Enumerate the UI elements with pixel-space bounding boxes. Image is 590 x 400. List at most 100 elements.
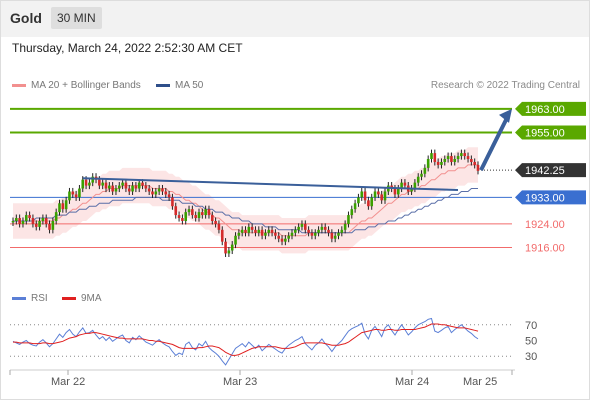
level-label-1916.00: 1916.00 [525,243,565,255]
rsi-line [12,317,479,366]
candle-body [290,232,294,236]
level-label-1955.00: 1955.00 [525,127,565,139]
candle-body [333,235,337,239]
candle-body [353,203,357,210]
candle-body [423,167,427,174]
level-label-1924.00: 1924.00 [525,219,565,231]
candle-body [81,179,85,189]
candle-body [111,185,114,192]
candle-body [473,161,476,165]
candle-body [426,159,430,168]
level-label-1933.00: 1933.00 [525,192,565,204]
candle-body [443,159,447,162]
candle-body [161,188,164,192]
x-tick-label: Mar 22 [51,376,86,388]
candle-body [137,182,141,189]
rsi-tick-label: 50 [525,336,537,348]
candle-body [227,250,231,254]
candle-body [297,226,300,230]
candle-body [267,229,271,233]
bollinger-band [13,147,478,254]
timeframe-button[interactable]: 30 MIN [51,7,102,29]
candle-body [98,179,101,186]
candle-body [48,223,51,230]
legend-ma50: MA 50 [156,80,203,91]
legend-9ma: 9MA [62,293,102,304]
candle-body [210,215,214,221]
candle-body [164,191,168,195]
candle-body [337,232,340,236]
candle-body [396,188,400,195]
candle-body [44,218,48,224]
candle-body [34,223,38,227]
candle-body [117,185,121,189]
legend-ma20-label: MA 20 + Bollinger Bands [31,80,141,91]
candle-body [15,218,18,221]
candle-body [440,161,443,165]
candle-body [131,185,134,192]
candle-body [187,209,191,213]
candle-body [250,226,254,230]
candle-body [207,209,211,216]
candle-body [420,173,423,177]
candle-body [68,191,71,201]
candle-body [330,232,334,239]
candle-body [214,220,217,224]
candle-body [127,188,131,192]
candle-body [347,215,350,224]
candle-body [181,218,184,221]
candle-body [280,238,284,242]
forecast-arrow [479,114,510,171]
legend-rsi-label: RSI [31,293,48,304]
candle-body [400,182,403,189]
x-tick-label: Mar 23 [223,376,258,388]
legend-9ma-label: 9MA [81,293,102,304]
legend-9ma-swatch [62,296,76,300]
candle-body [416,176,420,183]
candle-body [31,218,35,224]
candle-body [141,182,144,186]
candle-body [114,188,118,192]
candle-body [343,223,347,230]
candle-body [327,229,330,233]
candle-body [54,212,58,221]
rsi-ma-line [13,323,479,356]
candle-body [413,182,417,189]
candle-body [58,203,61,213]
candle-body [167,194,171,198]
candle-body [108,185,111,189]
x-tick-label: Mar 24 [395,376,430,388]
candle-body [476,164,480,171]
level-label-1942.25: 1942.25 [525,165,565,177]
candle-body [38,220,41,227]
candle-body [171,197,174,207]
candle-body [307,229,310,233]
candle-body [466,156,470,160]
legend-ma50-label: MA 50 [175,80,204,91]
candle-body [287,235,290,239]
candle-body [220,229,224,242]
candle-body [310,232,314,236]
candle-body [383,191,387,201]
candle-body [257,229,261,233]
candle-body [260,229,264,236]
candle-body [91,176,95,183]
level-tag-1942.25 [515,163,586,178]
candle-body [61,203,65,210]
candle-body [284,238,287,242]
candle-body [51,220,55,230]
candle-body [201,212,204,216]
candle-body [300,223,304,227]
candle-body [313,232,317,236]
candle-body [78,188,81,198]
timestamp-label: Thursday, March 24, 2022 2:52:30 AM CET [12,41,243,55]
candle-body [64,200,68,210]
level-tag-1955.00 [515,125,586,140]
candle-body [24,215,28,221]
candle-body [294,229,297,233]
candle-body [184,212,188,221]
legend-rsi: RSI [12,293,48,304]
candle-body [28,215,31,219]
candle-body [84,179,88,186]
